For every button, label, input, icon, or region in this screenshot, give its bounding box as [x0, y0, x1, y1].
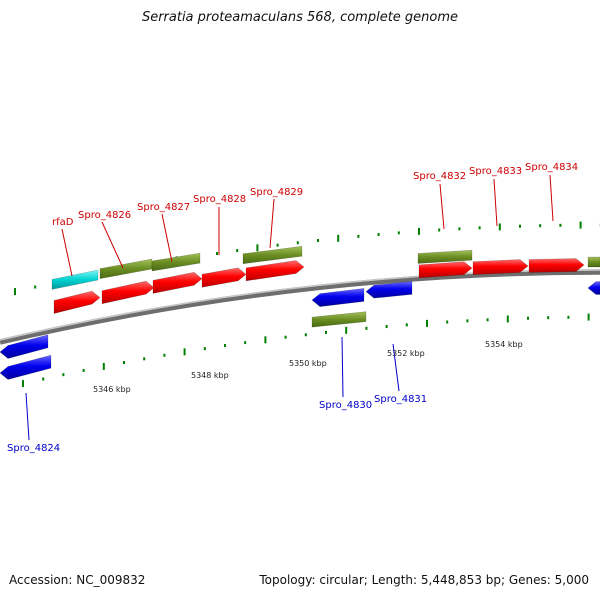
genome-backbone — [0, 269, 600, 345]
gene-label-spro-4834[interactable]: Spro_4834 — [525, 162, 578, 173]
scale-label: 5346 kbp — [93, 385, 131, 394]
scale-label: 5350 kbp — [289, 359, 327, 368]
outer-tick-track — [14, 221, 600, 296]
gene-feature — [311, 311, 367, 328]
gene-feature — [417, 249, 473, 264]
gene-label-spro-4828[interactable]: Spro_4828 — [193, 194, 246, 205]
feature-track — [0, 245, 600, 380]
leader-line — [61, 228, 73, 277]
reverse-cds — [311, 287, 365, 307]
map-title: Serratia proteamaculans 568, complete ge… — [141, 10, 459, 25]
gene-label-rfaD[interactable]: rfaD — [52, 217, 74, 228]
gene-feature — [587, 256, 600, 268]
gene-feature — [99, 258, 153, 279]
gene-feature — [151, 252, 201, 272]
leader-line — [493, 178, 498, 227]
scale-label: 5352 kbp — [387, 349, 425, 358]
leader-line — [161, 213, 173, 263]
gene-label-spro-4831[interactable]: Spro_4831 — [374, 394, 427, 405]
label-leader-lines — [25, 174, 554, 441]
leader-line — [269, 198, 275, 249]
forward-cds — [245, 260, 305, 282]
forward-cds — [201, 267, 247, 288]
leader-line — [341, 336, 344, 398]
gene-label-spro-4827[interactable]: Spro_4827 — [137, 202, 190, 213]
forward-cds — [472, 259, 529, 275]
gene-label-spro-4826[interactable]: Spro_4826 — [78, 210, 131, 221]
rna-feature — [51, 269, 99, 290]
genome-summary-text: Topology: circular; Length: 5,448,853 bp… — [259, 573, 589, 587]
gene-label-spro-4830[interactable]: Spro_4830 — [319, 400, 372, 411]
accession-text: Accession: NC_009832 — [9, 573, 146, 587]
leader-line — [392, 343, 400, 392]
forward-cds — [53, 290, 101, 314]
reverse-cds — [365, 281, 413, 299]
scale-labels: 5346 kbp 5348 kbp 5350 kbp 5352 kbp 5354… — [93, 340, 523, 394]
gene-labels: rfaD Spro_4826 Spro_4827 Spro_4828 Spro_… — [7, 162, 578, 454]
scale-label: 5354 kbp — [485, 340, 523, 349]
forward-cds — [418, 261, 473, 279]
gene-feature — [242, 245, 303, 265]
reverse-cds — [587, 281, 600, 295]
leader-line — [101, 221, 124, 269]
reverse-cds — [0, 334, 49, 359]
reverse-cds — [0, 354, 52, 380]
leader-line — [25, 392, 30, 441]
leader-line — [439, 183, 445, 230]
leader-line — [549, 174, 554, 222]
gene-label-spro-4829[interactable]: Spro_4829 — [250, 187, 303, 198]
forward-cds — [101, 280, 155, 305]
scale-label: 5348 kbp — [191, 371, 229, 380]
forward-cds — [528, 258, 585, 273]
gene-label-spro-4832[interactable]: Spro_4832 — [413, 171, 466, 182]
gene-label-spro-4833[interactable]: Spro_4833 — [469, 166, 522, 177]
gene-label-spro-4824[interactable]: Spro_4824 — [7, 443, 60, 454]
inner-tick-track — [22, 313, 590, 388]
forward-cds — [152, 271, 203, 294]
